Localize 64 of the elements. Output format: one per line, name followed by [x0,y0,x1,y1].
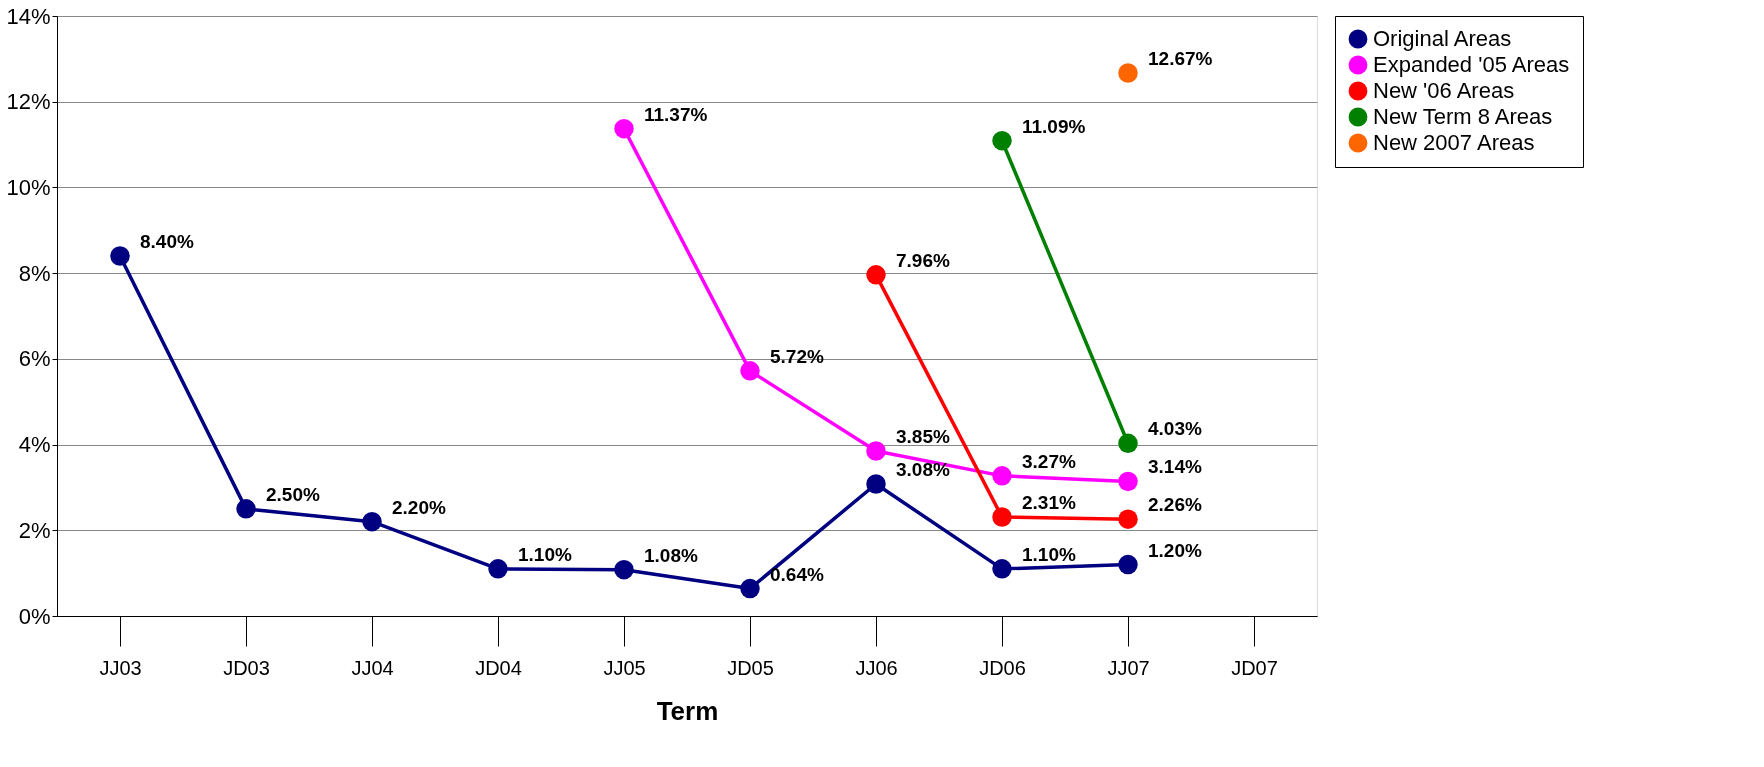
point [992,507,1012,527]
point [362,511,382,532]
x-tick-label: JD04 [475,656,522,679]
point [110,246,130,266]
data-label: 11.37% [644,103,708,125]
y-tick-label: 2% [18,517,51,543]
legend-label: New '06 Areas [1373,78,1515,103]
y-tick-label: 10% [6,174,51,200]
data-label: 12.67% [1148,48,1213,69]
x-tick-label: JD05 [727,656,774,679]
x-tick-label: JD06 [979,656,1026,679]
point [866,474,886,494]
data-label: 2.50% [266,483,320,505]
point [1118,471,1138,492]
data-label: 3.85% [896,426,950,447]
point [740,578,760,599]
data-label: 8.40% [140,231,194,252]
y-tick-label: 6% [18,346,51,372]
point [992,466,1012,486]
x-tick-label: JD03 [223,656,270,679]
x-tick-label: JD07 [1231,656,1278,679]
y-tick-label: 14% [6,3,51,29]
point [1118,63,1138,83]
data-label: 4.03% [1148,418,1202,440]
point [866,265,886,285]
x-tick-label: JJ03 [99,656,142,679]
point [488,559,508,579]
point [614,559,634,580]
point [1118,554,1138,575]
point [614,118,634,139]
data-label: 1.10% [1022,543,1076,565]
legend-label: New Term 8 Areas [1373,104,1553,129]
data-label: 0.64% [770,563,824,585]
data-label: 3.27% [1022,450,1076,472]
data-label: 1.08% [644,544,698,566]
data-label: 11.09% [1022,115,1086,137]
legend-label: Expanded '05 Areas [1373,52,1570,77]
y-tick-label: 0% [18,603,51,629]
y-tick-label: 8% [18,260,51,286]
y-tick-label: 4% [18,432,51,458]
data-label: 3.08% [896,459,950,480]
data-label: 2.31% [1022,492,1076,513]
point [236,499,256,519]
data-label: 2.20% [392,496,446,518]
x-tick-label: JJ06 [855,656,898,679]
legend-label: Original Areas [1373,26,1512,51]
data-label: 1.20% [1148,539,1202,561]
x-tick-label: JJ04 [351,656,394,679]
point [740,361,760,381]
point [1118,509,1138,529]
x-axis-title: Term [656,695,719,726]
data-label: 5.72% [770,345,824,367]
point [1118,433,1138,454]
point [992,130,1012,151]
data-label: 7.96% [896,249,950,271]
point [992,559,1012,579]
data-label: 2.26% [1148,494,1202,516]
point [866,441,886,461]
data-label: 3.14% [1148,456,1202,478]
x-tick-label: JJ05 [603,656,646,679]
x-tick-label: JJ07 [1107,656,1150,679]
y-tick-label: 12% [6,89,51,115]
legend-label: New 2007 Areas [1373,130,1535,155]
data-label: 1.10% [518,543,572,565]
